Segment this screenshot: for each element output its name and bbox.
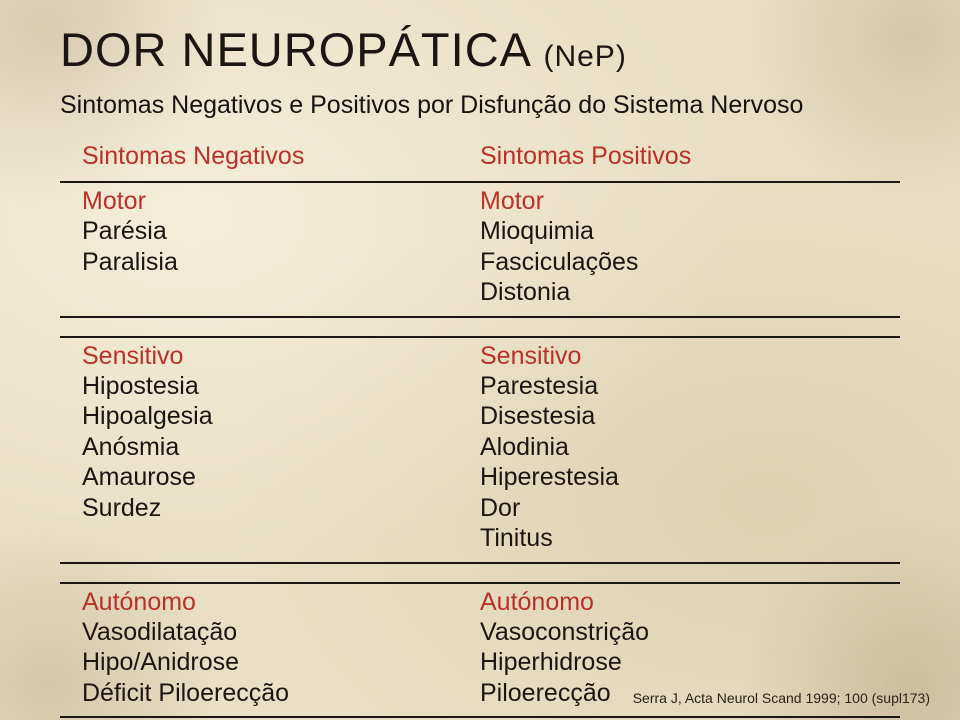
table-header-row: Sintomas Negativos Sintomas Positivos [60, 138, 900, 181]
list-item: Surdez [82, 493, 480, 524]
cell-left-autonomo: Autónomo Vasodilatação Hipo/Anidrose Déf… [60, 588, 480, 709]
symptom-table: Sintomas Negativos Sintomas Positivos Mo… [60, 138, 900, 718]
header-negativos: Sintomas Negativos [82, 142, 480, 171]
cell-left-motor: Motor Parésia Paralisia [60, 187, 480, 308]
citation: Serra J, Acta Neurol Scand 1999; 100 (su… [633, 690, 930, 706]
spacer [60, 564, 900, 582]
list-item: Hipostesia [82, 371, 480, 402]
cat-right-motor: Motor [480, 187, 900, 216]
list-item: Fasciculações [480, 247, 900, 278]
section-motor: Motor Parésia Paralisia Motor Mioquimia … [60, 183, 900, 316]
list-item: Hiperhidrose [480, 647, 900, 678]
list-item: Mioquimia [480, 216, 900, 247]
list-item: Distonia [480, 277, 900, 308]
title-sub: (NeP) [543, 40, 626, 73]
cat-right-sensitivo: Sensitivo [480, 342, 900, 371]
cell-right-sensitivo: Sensitivo Parestesia Disestesia Alodinia… [480, 342, 900, 554]
slide-title: DOR NEUROPÁTICA (NeP) [60, 22, 900, 77]
cell-left-sensitivo: Sensitivo Hipostesia Hipoalgesia Anósmia… [60, 342, 480, 554]
header-left: Sintomas Negativos [60, 142, 480, 173]
header-positivos: Sintomas Positivos [480, 142, 900, 171]
list-item: Dor [480, 493, 900, 524]
list-item: Amaurose [82, 462, 480, 493]
list-item: Hipo/Anidrose [82, 647, 480, 678]
rule [60, 716, 900, 718]
header-right: Sintomas Positivos [480, 142, 900, 173]
list-item: Parestesia [480, 371, 900, 402]
list-item: Hiperestesia [480, 462, 900, 493]
list-item: Hipoalgesia [82, 401, 480, 432]
title-main: DOR NEUROPÁTICA [60, 23, 529, 76]
cat-left-sensitivo: Sensitivo [82, 342, 480, 371]
list-item: Tinitus [480, 523, 900, 554]
list-item: Vasodilatação [82, 617, 480, 648]
cat-right-autonomo: Autónomo [480, 588, 900, 617]
slide-subtitle: Sintomas Negativos e Positivos por Disfu… [60, 91, 900, 120]
list-item: Paralisia [82, 247, 480, 278]
spacer [60, 318, 900, 336]
list-item: Vasoconstrição [480, 617, 900, 648]
cat-left-autonomo: Autónomo [82, 588, 480, 617]
cell-right-motor: Motor Mioquimia Fasciculações Distonia [480, 187, 900, 308]
list-item: Parésia [82, 216, 480, 247]
list-item: Alodinia [480, 432, 900, 463]
list-item: Déficit Piloerecção [82, 678, 480, 709]
cat-left-motor: Motor [82, 187, 480, 216]
section-sensitivo: Sensitivo Hipostesia Hipoalgesia Anósmia… [60, 338, 900, 562]
list-item: Disestesia [480, 401, 900, 432]
list-item: Anósmia [82, 432, 480, 463]
